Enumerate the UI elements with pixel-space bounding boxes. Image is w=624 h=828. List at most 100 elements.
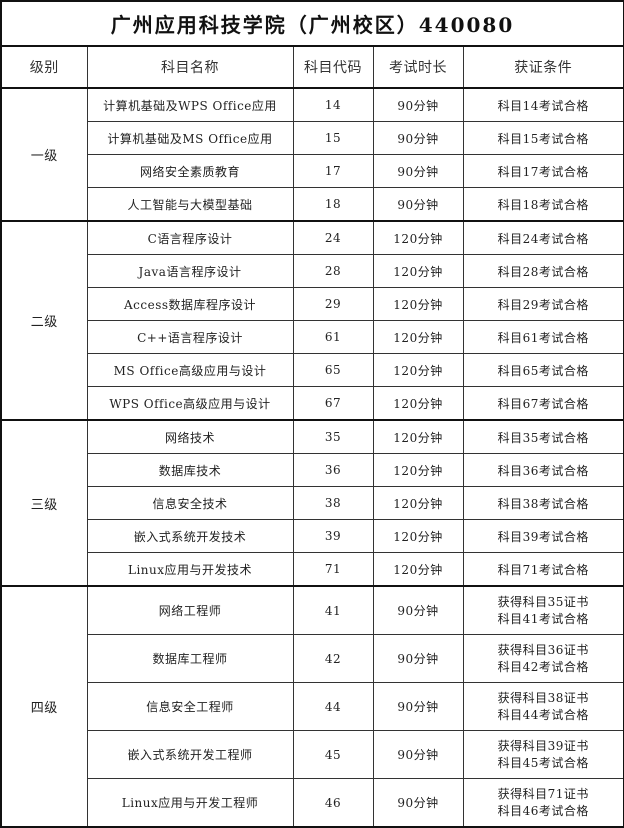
- subject-name-cell: C++语言程序设计: [86, 320, 294, 354]
- duration-cell: 120分钟: [372, 552, 464, 587]
- subject-code-cell: 29: [292, 287, 374, 321]
- condition-cell: 获得科目38证书 科目44考试合格: [462, 682, 624, 731]
- table-row: 数据库工程师 42 90分钟 获得科目36证书 科目42考试合格: [1, 634, 624, 683]
- table-row: 信息安全技术 38 120分钟 科目38考试合格: [1, 486, 624, 520]
- table-row: 二级 C语言程序设计 24 120分钟 科目24考试合格: [0, 220, 624, 421]
- condition-cell: 获得科目36证书 科目42考试合格: [462, 634, 624, 683]
- condition-line: 科目28考试合格: [497, 264, 589, 279]
- header-row: 级别 科目名称 科目代码 考试时长 获证条件: [0, 45, 624, 89]
- header-subject-code: 科目代码: [292, 45, 374, 89]
- header-duration: 考试时长: [372, 45, 464, 89]
- table-row: 信息安全工程师 44 90分钟 获得科目38证书 科目44考试合格: [1, 682, 624, 731]
- condition-line: 获得科目71证书: [497, 786, 589, 801]
- condition-line: 科目42考试合格: [497, 659, 589, 674]
- subject-code-cell: 35: [292, 419, 374, 454]
- table-row: 一级 计算机基础及WPS Office应用 14 90分钟 科目14考试合格: [0, 87, 624, 222]
- header-subject-name: 科目名称: [86, 45, 294, 89]
- subject-code-cell: 65: [292, 353, 374, 387]
- condition-line: 科目38考试合格: [497, 496, 589, 511]
- table-row: 人工智能与大模型基础 18 90分钟 科目18考试合格: [1, 187, 624, 222]
- condition-line: 科目65考试合格: [497, 363, 589, 378]
- subject-code-cell: 18: [292, 187, 374, 222]
- condition-cell: 科目67考试合格: [462, 386, 624, 421]
- table-row: 三级 网络技术 35 120分钟 科目35考试合格: [0, 419, 624, 587]
- condition-cell: 科目39考试合格: [462, 519, 624, 553]
- condition-line: 科目18考试合格: [497, 197, 589, 212]
- duration-cell: 90分钟: [372, 154, 464, 188]
- subject-name-cell: 网络技术: [86, 419, 294, 454]
- subject-code-cell: 71: [292, 552, 374, 587]
- subject-code-cell: 38: [292, 486, 374, 520]
- condition-line: 科目39考试合格: [497, 529, 589, 544]
- subject-name-cell: 网络安全素质教育: [86, 154, 294, 188]
- subject-name-cell: 计算机基础及MS Office应用: [86, 121, 294, 155]
- table-body: 一级 计算机基础及WPS Office应用 14 90分钟 科目14考试合格 计算机基础及…: [0, 87, 624, 828]
- duration-cell: 120分钟: [372, 220, 464, 255]
- subject-name-cell: 信息安全工程师: [86, 682, 294, 731]
- condition-line: 科目35考试合格: [497, 430, 589, 445]
- condition-cell: 科目65考试合格: [462, 353, 624, 387]
- condition-line: 获得科目35证书: [497, 594, 589, 609]
- subject-code-cell: 14: [292, 87, 374, 122]
- condition-line: 科目45考试合格: [497, 755, 589, 770]
- table-row: Java语言程序设计 28 120分钟 科目28考试合格: [1, 254, 624, 288]
- condition-line: 科目36考试合格: [497, 463, 589, 478]
- condition-line: 科目29考试合格: [497, 297, 589, 312]
- subject-name-cell: 嵌入式系统开发技术: [86, 519, 294, 553]
- duration-cell: 120分钟: [372, 353, 464, 387]
- table-row: Access数据库程序设计 29 120分钟 科目29考试合格: [1, 287, 624, 321]
- condition-line: 科目71考试合格: [497, 562, 589, 577]
- subject-code-cell: 61: [292, 320, 374, 354]
- condition-cell: 科目14考试合格: [462, 87, 624, 122]
- table-row: 嵌入式系统开发工程师 45 90分钟 获得科目39证书 科目45考试合格: [1, 730, 624, 779]
- subject-name-cell: 数据库工程师: [86, 634, 294, 683]
- subject-code-cell: 15: [292, 121, 374, 155]
- subject-code-cell: 41: [292, 585, 374, 635]
- subject-name-cell: Access数据库程序设计: [86, 287, 294, 321]
- condition-cell: 科目28考试合格: [462, 254, 624, 288]
- condition-line: 科目61考试合格: [497, 330, 589, 345]
- subject-name-cell: 网络工程师: [86, 585, 294, 635]
- table-title: 广州应用科技学院（广州校区）440080: [0, 0, 624, 47]
- table-row: 计算机基础及MS Office应用 15 90分钟 科目15考试合格: [1, 121, 624, 155]
- duration-cell: 90分钟: [372, 585, 464, 635]
- level-cell: 四级: [0, 585, 88, 828]
- condition-line: 获得科目36证书: [497, 642, 589, 657]
- header-condition: 获证条件: [462, 45, 624, 89]
- duration-cell: 120分钟: [372, 254, 464, 288]
- duration-cell: 120分钟: [372, 453, 464, 487]
- subject-name-cell: Linux应用与开发技术: [86, 552, 294, 587]
- subject-code-cell: 42: [292, 634, 374, 683]
- condition-line: 科目44考试合格: [497, 707, 589, 722]
- subject-name-cell: 计算机基础及WPS Office应用: [86, 87, 294, 122]
- table-row: MS Office高级应用与设计 65 120分钟 科目65考试合格: [1, 353, 624, 387]
- subject-code-cell: 28: [292, 254, 374, 288]
- subject-code-cell: 45: [292, 730, 374, 779]
- level-cell: 三级: [0, 419, 88, 587]
- subject-code-cell: 46: [292, 778, 374, 828]
- duration-cell: 120分钟: [372, 320, 464, 354]
- duration-cell: 120分钟: [372, 519, 464, 553]
- subject-name-cell: WPS Office高级应用与设计: [86, 386, 294, 421]
- subject-name-cell: Java语言程序设计: [86, 254, 294, 288]
- subject-name-cell: 数据库技术: [86, 453, 294, 487]
- condition-line: 科目17考试合格: [497, 164, 589, 179]
- subject-name-cell: Linux应用与开发工程师: [86, 778, 294, 828]
- subject-name-cell: C语言程序设计: [86, 220, 294, 255]
- duration-cell: 120分钟: [372, 287, 464, 321]
- level-cell: 二级: [0, 220, 88, 421]
- condition-cell: 科目38考试合格: [462, 486, 624, 520]
- condition-line: 科目41考试合格: [497, 611, 589, 626]
- level-cell: 一级: [0, 87, 88, 222]
- table-row: Linux应用与开发技术 71 120分钟 科目71考试合格: [1, 552, 624, 587]
- subject-name-cell: 嵌入式系统开发工程师: [86, 730, 294, 779]
- condition-line: 获得科目38证书: [497, 690, 589, 705]
- duration-cell: 120分钟: [372, 486, 464, 520]
- duration-cell: 90分钟: [372, 634, 464, 683]
- subject-name-cell: 人工智能与大模型基础: [86, 187, 294, 222]
- condition-cell: 科目17考试合格: [462, 154, 624, 188]
- condition-cell: 科目35考试合格: [462, 419, 624, 454]
- subject-code-cell: 24: [292, 220, 374, 255]
- duration-cell: 120分钟: [372, 419, 464, 454]
